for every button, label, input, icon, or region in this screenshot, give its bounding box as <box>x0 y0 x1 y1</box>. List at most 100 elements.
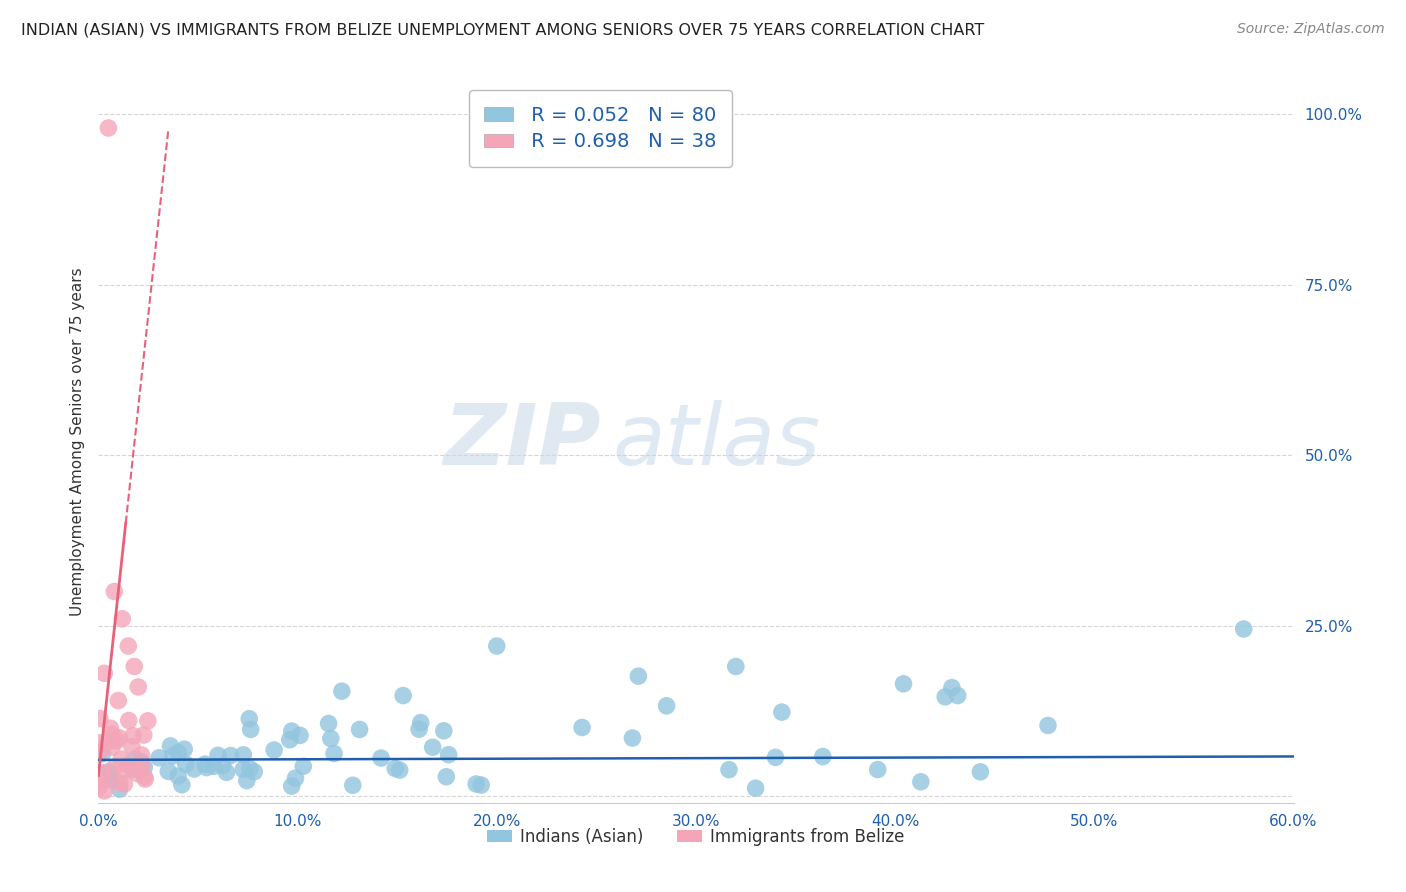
Point <box>110 752 132 766</box>
Point <box>167 769 190 783</box>
Point <box>134 760 156 774</box>
Point <box>97 120 120 135</box>
Point <box>108 731 131 745</box>
Text: Source: ZipAtlas.com: Source: ZipAtlas.com <box>1237 22 1385 37</box>
Point <box>571 721 593 735</box>
Point <box>342 778 364 792</box>
Point <box>117 758 139 772</box>
Point <box>101 740 124 755</box>
Point <box>195 760 218 774</box>
Text: ZIP: ZIP <box>443 400 600 483</box>
Legend: Indians (Asian), Immigrants from Belize: Indians (Asian), Immigrants from Belize <box>481 821 911 852</box>
Point <box>183 762 205 776</box>
Point <box>408 722 430 736</box>
Point <box>278 732 301 747</box>
Point <box>744 781 766 796</box>
Point <box>281 724 304 739</box>
Point <box>288 728 311 742</box>
Point <box>87 780 110 795</box>
Point <box>238 712 260 726</box>
Point <box>89 712 111 726</box>
Point <box>349 723 371 737</box>
Point <box>465 777 488 791</box>
Point <box>100 721 122 735</box>
Point <box>770 705 793 719</box>
Point <box>194 757 217 772</box>
Point <box>239 762 262 776</box>
Point <box>93 666 115 681</box>
Point <box>215 765 238 780</box>
Point <box>148 751 170 765</box>
Point <box>173 742 195 756</box>
Point <box>211 758 233 772</box>
Point <box>105 734 128 748</box>
Point <box>724 659 747 673</box>
Point <box>621 731 644 745</box>
Point <box>655 698 678 713</box>
Point <box>811 749 834 764</box>
Point <box>94 773 117 788</box>
Point <box>941 681 963 695</box>
Point <box>717 763 740 777</box>
Point <box>167 746 190 760</box>
Point <box>118 714 141 728</box>
Point <box>131 757 153 772</box>
Point <box>134 770 156 784</box>
Point <box>121 739 143 754</box>
Point <box>280 779 302 793</box>
Point <box>124 752 146 766</box>
Point <box>319 731 342 746</box>
Point <box>170 778 193 792</box>
Point <box>1233 622 1256 636</box>
Point <box>433 723 456 738</box>
Point <box>392 689 415 703</box>
Point <box>111 612 134 626</box>
Point <box>159 739 181 753</box>
Point <box>969 764 991 779</box>
Point <box>292 759 315 773</box>
Point <box>330 684 353 698</box>
Point <box>318 716 340 731</box>
Point <box>934 690 956 704</box>
Point <box>485 639 508 653</box>
Point <box>284 771 307 785</box>
Point <box>219 748 242 763</box>
Point <box>125 766 148 780</box>
Point <box>96 735 118 749</box>
Point <box>422 740 444 755</box>
Point <box>121 763 143 777</box>
Point <box>100 772 122 787</box>
Point <box>409 715 432 730</box>
Point <box>93 784 115 798</box>
Point <box>323 747 346 761</box>
Point <box>384 761 406 775</box>
Point <box>765 750 787 764</box>
Point <box>128 758 150 772</box>
Y-axis label: Unemployment Among Seniors over 75 years: Unemployment Among Seniors over 75 years <box>69 268 84 615</box>
Point <box>114 763 136 777</box>
Point <box>107 693 129 707</box>
Point <box>388 763 411 777</box>
Point <box>91 765 114 780</box>
Point <box>236 773 259 788</box>
Point <box>174 757 197 772</box>
Point <box>893 677 915 691</box>
Point <box>263 743 285 757</box>
Point <box>127 680 149 694</box>
Point <box>91 747 114 761</box>
Point <box>470 778 492 792</box>
Point <box>1036 718 1059 732</box>
Point <box>112 777 135 791</box>
Text: INDIAN (ASIAN) VS IMMIGRANTS FROM BELIZE UNEMPLOYMENT AMONG SENIORS OVER 75 YEAR: INDIAN (ASIAN) VS IMMIGRANTS FROM BELIZE… <box>21 22 984 37</box>
Point <box>136 714 159 728</box>
Point <box>129 755 152 769</box>
Text: atlas: atlas <box>613 400 820 483</box>
Point <box>866 763 889 777</box>
Point <box>370 751 392 765</box>
Point <box>434 770 457 784</box>
Point <box>202 759 225 773</box>
Point <box>946 689 969 703</box>
Point <box>232 747 254 762</box>
Point <box>162 748 184 763</box>
Point <box>122 729 145 743</box>
